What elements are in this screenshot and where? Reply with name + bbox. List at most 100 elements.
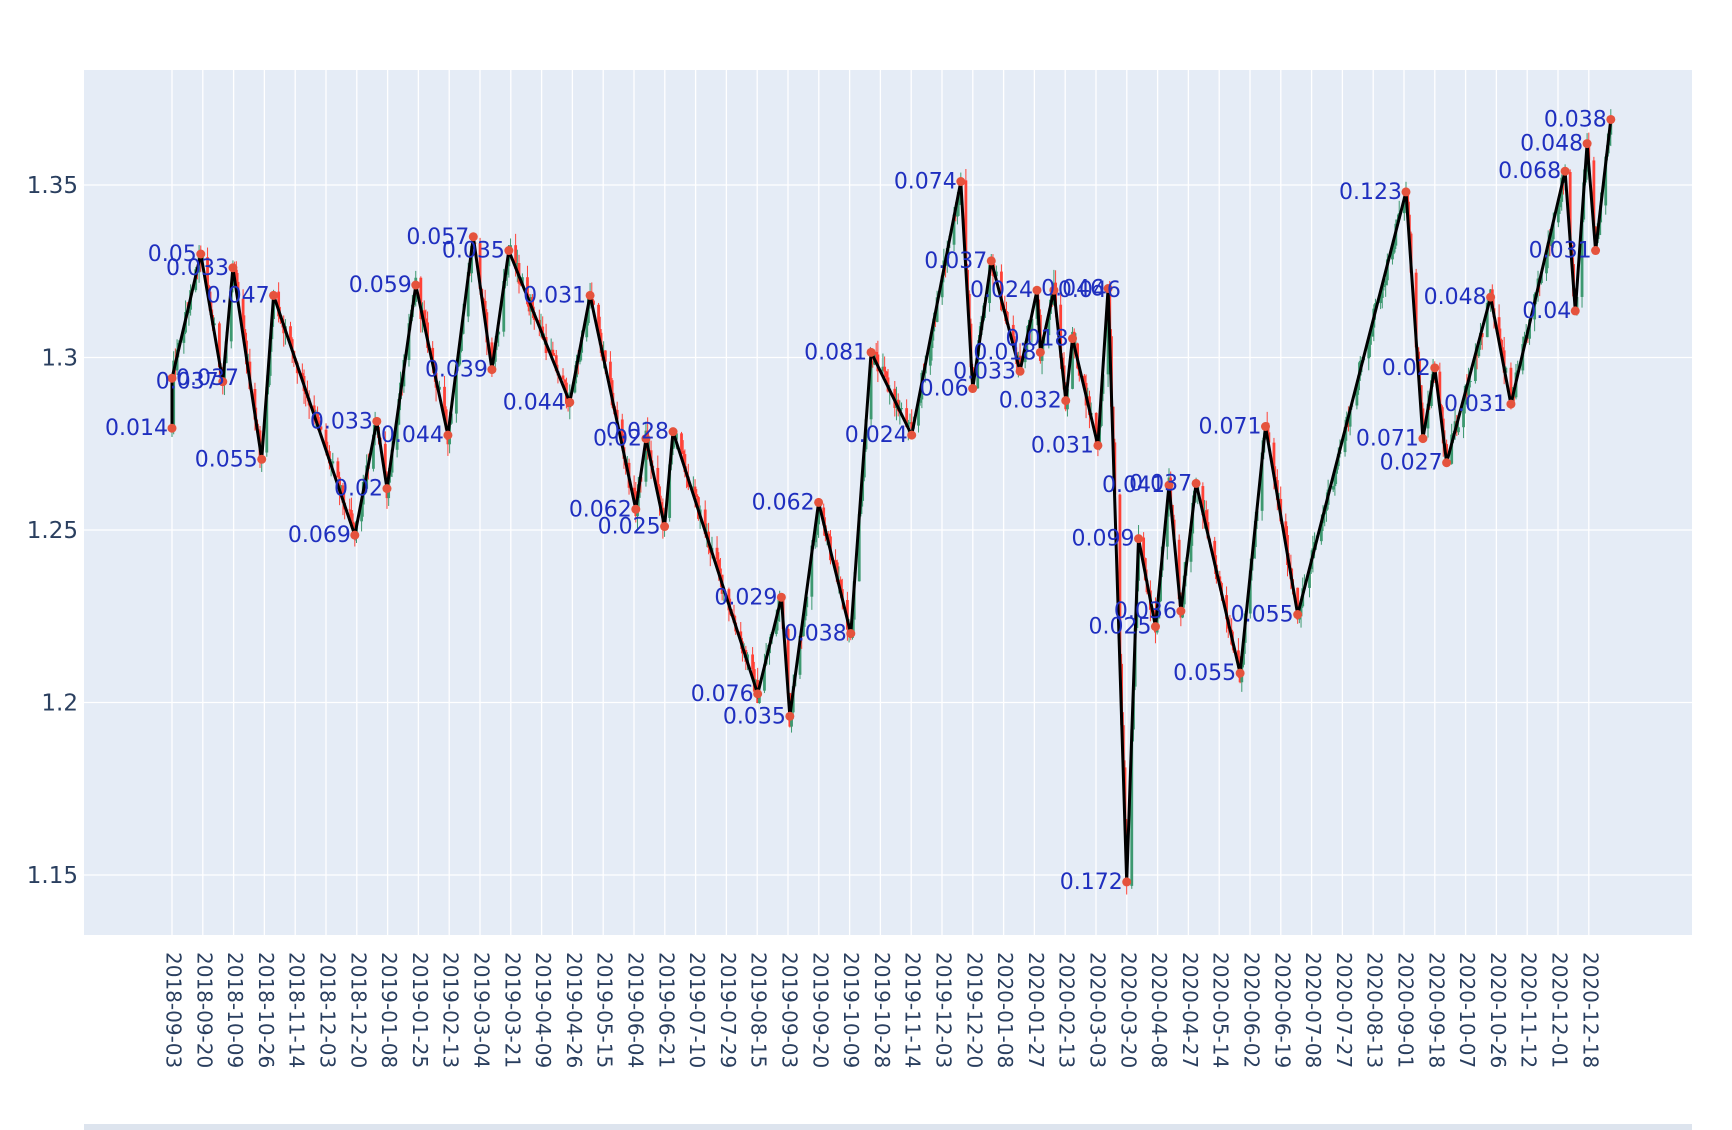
candle-body [1308,569,1311,588]
x-tick-label: 2019-06-21 [654,952,678,1068]
pivot-label: 0.037 [176,366,239,391]
x-tick-label: 2020-01-08 [993,952,1017,1068]
candle-body [1082,375,1086,383]
candle-body [431,347,435,361]
pivot-label: 0.044 [503,390,566,415]
pivot-point [968,384,978,394]
candle-body [1468,381,1472,383]
candle-body [681,450,685,455]
pivot-label: 0.069 [288,523,351,548]
pivot-point [1134,534,1144,544]
pivot-label: 0.028 [606,420,669,445]
candle-body [241,298,245,330]
pivot-point [411,280,421,290]
pivot-point [986,256,996,266]
candle-body [620,419,624,448]
pivot-point [1035,347,1045,357]
candle-body [1118,494,1122,664]
candle-body [1592,160,1596,227]
candle-body [454,367,458,414]
candle-body [1074,343,1078,346]
candle-body [680,433,683,451]
pivot-label: 0.031 [1031,433,1094,458]
candle-body [839,579,843,590]
pivot-label: 0.172 [1060,870,1123,895]
x-tick-label: 2020-01-27 [1024,952,1048,1068]
candle-body [1550,239,1553,247]
pivot-labels: 0.014 0.037 0.05 0.037 0.033 0.055 0.047 0.069 0… [105,107,1607,894]
pivot-point [1486,292,1496,302]
candle-body [1071,331,1074,389]
candle-body [815,524,819,535]
range-slider[interactable] [84,1124,1692,1130]
x-tick-label: 2019-08-15 [747,952,771,1068]
candle-body [1497,317,1501,339]
x-tick-label: 2020-06-19 [1270,952,1294,1068]
candle-body [827,533,831,537]
pivot-point [585,290,595,300]
candle-body [695,494,699,498]
x-tick-label: 2018-10-26 [254,952,278,1068]
candle-body [1370,327,1374,337]
x-tick-label: 2019-07-29 [716,952,740,1068]
candle-body [739,631,743,642]
candle-body [483,300,487,313]
pivot-point [1418,434,1428,444]
candle-body [490,342,494,364]
candle-body [1213,540,1217,565]
pivot-point [1032,285,1042,295]
pivot-point [1506,399,1516,409]
candle-body [1380,287,1384,298]
candle-body [810,545,814,597]
pivot-point [1235,668,1245,678]
pivot-point [1015,366,1025,376]
candle-body [1604,156,1608,206]
y-tick-label: 1.15 [27,863,78,889]
candle-body [419,277,423,320]
pivot-point [1260,422,1270,431]
candle-body [609,361,612,381]
x-tick-label: 2020-10-07 [1455,952,1479,1068]
candle-body [1237,650,1240,668]
pivot-point [1293,610,1303,620]
candle-body [443,386,446,410]
candle-body [900,408,903,410]
pivot-label: 0.027 [1380,451,1443,476]
candle-body [1000,271,1003,311]
candle-body [883,366,887,372]
x-tick-label: 2020-02-13 [1055,952,1079,1068]
candle-body [172,360,176,426]
candle-body [300,373,304,376]
candle-body [424,318,428,323]
candle-body [319,426,323,430]
pivot-label: 0.033 [166,256,229,281]
candle-body [553,355,556,357]
pivot-label: 0.018 [1006,327,1069,352]
candle-body [910,422,914,429]
candle-body [1204,510,1208,523]
candle-body [615,409,619,420]
candle-body [1248,570,1252,614]
candle-body [871,361,875,365]
pivot-point [257,454,267,464]
pivot-label: 0.014 [105,416,168,441]
candle-body [1284,521,1288,536]
x-tick-label: 2019-04-09 [531,952,555,1068]
x-tick-label: 2018-12-03 [316,952,340,1068]
candle-body [874,351,878,355]
candle-body [683,454,687,473]
candle-body [563,379,567,383]
candle-body [348,509,352,511]
x-tick-label: 2019-06-04 [624,952,648,1068]
candle-body [1367,344,1371,359]
pivot-point [167,373,177,383]
candle-body [1177,539,1181,600]
candle-body [1299,606,1303,617]
pivot-point [468,232,478,242]
candle-body [727,589,731,611]
candle-body [1335,466,1338,474]
x-tick-label: 2019-04-26 [562,952,586,1068]
candle-body [1130,729,1134,886]
pivot-point [907,430,917,440]
x-tick-label: 2019-01-25 [408,952,432,1068]
